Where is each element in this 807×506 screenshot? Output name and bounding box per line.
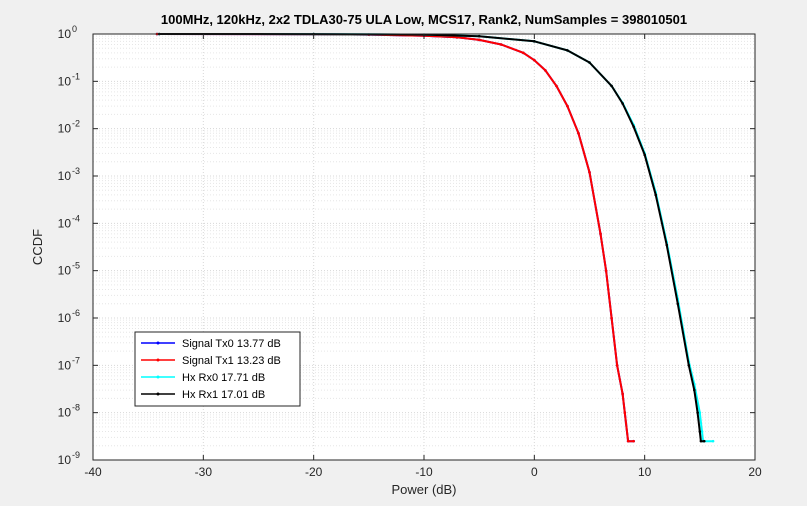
series-point-1 bbox=[533, 58, 536, 62]
series-layer bbox=[155, 32, 715, 443]
series-point-3 bbox=[533, 40, 536, 43]
series-point-1 bbox=[455, 36, 459, 39]
series-point-1 bbox=[604, 269, 608, 272]
series-point-3 bbox=[643, 153, 646, 157]
x-tick-label: 10 bbox=[638, 465, 652, 479]
series-point-3 bbox=[566, 49, 569, 52]
series-point-3 bbox=[702, 439, 706, 443]
series-point-3 bbox=[621, 102, 624, 105]
y-tick-label: 10 bbox=[58, 27, 72, 41]
legend-marker-0 bbox=[156, 341, 160, 345]
y-tick-exponent: -1 bbox=[72, 71, 80, 81]
series-point-1 bbox=[599, 232, 602, 236]
x-tick-label: -20 bbox=[305, 465, 323, 479]
x-tick-label: 20 bbox=[748, 465, 762, 479]
y-tick-label: 10 bbox=[58, 74, 72, 88]
y-tick-exponent: -3 bbox=[72, 166, 80, 176]
series-point-1 bbox=[621, 392, 624, 396]
x-tick-label: 0 bbox=[531, 465, 538, 479]
series-point-1 bbox=[522, 51, 525, 55]
series-point-1 bbox=[626, 439, 630, 443]
y-tick-label: 10 bbox=[58, 169, 72, 183]
y-tick-exponent: -6 bbox=[72, 308, 80, 318]
legend-marker-1 bbox=[156, 358, 160, 362]
series-line-1 bbox=[156, 33, 634, 443]
series-point-3 bbox=[665, 243, 669, 247]
y-tick-label: 10 bbox=[58, 358, 72, 372]
legend[interactable]: Signal Tx0 13.77 dB Signal Tx1 13.23 dB Hx… bbox=[134, 331, 301, 407]
series-point-1 bbox=[566, 104, 569, 108]
y-tick-exponent: -2 bbox=[72, 119, 80, 129]
legend-marker-3 bbox=[156, 392, 160, 396]
series-point-2 bbox=[711, 439, 715, 443]
series-point-3 bbox=[654, 193, 657, 197]
series-point-3 bbox=[698, 430, 702, 433]
series-point-2 bbox=[700, 430, 704, 433]
chart-title: 100MHz, 120kHz, 2x2 TDLA30-75 ULA Low, M… bbox=[161, 12, 687, 27]
series-point-3 bbox=[477, 34, 481, 38]
y-tick-label: 10 bbox=[58, 406, 72, 420]
y-tick-label: 10 bbox=[58, 311, 72, 325]
x-tick-label: -40 bbox=[84, 465, 102, 479]
legend-entry-2: Hx Rx0 17.71 dB bbox=[182, 372, 265, 384]
legend-marker-2 bbox=[156, 375, 160, 379]
series-point-3 bbox=[632, 125, 635, 129]
legend-entry-3: Hx Rx1 17.01 dB bbox=[182, 389, 265, 401]
series-point-1 bbox=[544, 69, 547, 72]
series-point-1 bbox=[555, 84, 558, 88]
series-point-3 bbox=[676, 302, 680, 306]
series-point-3 bbox=[588, 61, 591, 64]
y-tick-label: 10 bbox=[58, 453, 72, 467]
x-tick-label: -10 bbox=[415, 465, 433, 479]
series-point-2 bbox=[698, 411, 702, 414]
legend-entry-1: Signal Tx1 13.23 dB bbox=[182, 355, 281, 367]
series-point-1 bbox=[588, 170, 591, 174]
x-axis-ticks: -40 -30 -20 -10 0 10 20 bbox=[84, 34, 762, 479]
series-point-3 bbox=[696, 411, 699, 414]
series-point-1 bbox=[499, 43, 503, 46]
x-axis-label: Power (dB) bbox=[391, 482, 456, 497]
series-point-3 bbox=[687, 364, 691, 367]
series-line-3 bbox=[159, 33, 705, 443]
y-tick-exponent: -9 bbox=[72, 450, 80, 460]
y-axis-label: CCDF bbox=[30, 229, 45, 265]
series-point-3 bbox=[693, 388, 696, 392]
series-point-1 bbox=[615, 364, 619, 367]
series-point-1 bbox=[577, 131, 580, 135]
y-tick-label: 10 bbox=[58, 122, 72, 136]
y-tick-exponent: 0 bbox=[72, 24, 77, 34]
y-tick-label: 10 bbox=[58, 264, 72, 278]
y-tick-label: 10 bbox=[58, 216, 72, 230]
y-tick-exponent: -5 bbox=[72, 261, 80, 271]
y-tick-exponent: -4 bbox=[72, 213, 80, 223]
series-point-1 bbox=[623, 411, 627, 414]
series-point-3 bbox=[610, 84, 613, 88]
series-point-1 bbox=[632, 439, 635, 443]
series-point-3 bbox=[699, 439, 703, 443]
x-tick-label: -30 bbox=[195, 465, 213, 479]
y-tick-exponent: -7 bbox=[72, 355, 80, 365]
y-tick-exponent: -8 bbox=[72, 403, 80, 413]
series-point-1 bbox=[477, 38, 481, 42]
legend-entry-0: Signal Tx0 13.77 dB bbox=[182, 338, 281, 350]
series-point-1 bbox=[610, 316, 613, 320]
